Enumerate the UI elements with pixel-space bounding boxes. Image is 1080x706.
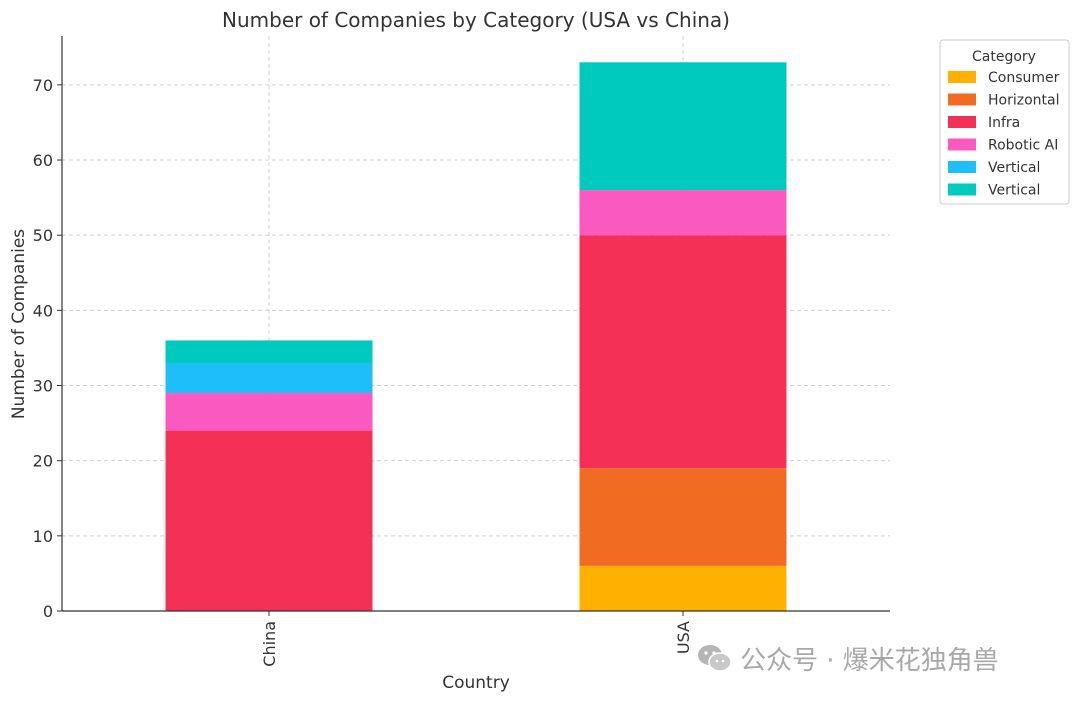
y-tick-label: 20	[33, 452, 53, 471]
bar-segment	[579, 468, 787, 566]
watermark: 公众号 · 爆米花独角兽	[696, 640, 999, 676]
bar-segment	[165, 362, 373, 394]
y-tick-label: 50	[33, 226, 53, 245]
y-tick-label: 10	[33, 527, 53, 546]
legend-label: Vertical	[988, 160, 1040, 176]
bar-segment	[165, 430, 373, 611]
bar-segment	[579, 190, 787, 236]
legend-title: Category	[972, 49, 1036, 65]
x-axis-label: Country	[442, 673, 510, 693]
legend-label: Consumer	[988, 70, 1060, 86]
bars	[165, 62, 787, 611]
bar-segment	[165, 340, 373, 363]
y-tick-label: 40	[33, 301, 53, 320]
bar-segment	[579, 62, 787, 191]
x-tick-label: USA	[674, 621, 693, 654]
bar-segment	[579, 235, 787, 469]
wechat-icon	[698, 645, 732, 672]
legend-swatch	[948, 93, 976, 106]
legend-swatch	[948, 71, 976, 83]
legend-swatch	[948, 161, 976, 173]
axes: 0 10 20 30 40 50 60 70 China USA	[33, 36, 890, 667]
legend-label: Infra	[988, 115, 1020, 131]
legend-swatch	[948, 138, 976, 151]
y-tick-label: 0	[43, 602, 53, 621]
watermark-text: 公众号 · 爆米花独角兽	[740, 645, 999, 676]
y-tick-label: 70	[33, 76, 53, 95]
legend-label: Vertical	[988, 183, 1040, 199]
bar-segment	[579, 565, 787, 611]
legend-swatch	[948, 116, 976, 128]
bar-segment	[165, 393, 373, 431]
x-tick-label: China	[260, 621, 279, 667]
legend-label: Horizontal	[988, 93, 1059, 109]
chart-title: Number of Companies by Category (USA vs …	[222, 8, 730, 32]
y-tick-label: 30	[33, 377, 53, 396]
legend: Category Consumer Horizontal Infra Robotic …	[939, 39, 1070, 205]
legend-label: Robotic AI	[988, 138, 1058, 154]
legend-swatch	[948, 183, 976, 196]
y-tick-label: 60	[33, 151, 53, 170]
y-axis-label: Number of Companies	[9, 229, 29, 419]
